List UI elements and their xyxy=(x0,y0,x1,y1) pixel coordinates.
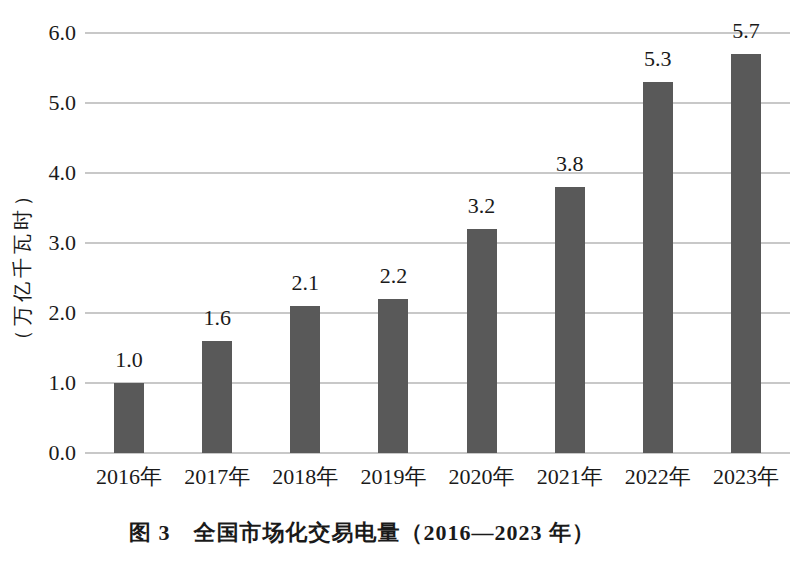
bar-column: 2.12018年 xyxy=(261,33,349,453)
bar-column: 1.02016年 xyxy=(85,33,173,453)
bar-value-label: 1.6 xyxy=(173,306,261,330)
x-tick-label: 2016年 xyxy=(85,462,173,492)
bar-column: 5.72023年 xyxy=(702,33,790,453)
x-tick-label: 2022年 xyxy=(614,462,702,492)
bar-value-label: 3.8 xyxy=(526,152,614,176)
bar xyxy=(467,229,497,453)
bar xyxy=(202,341,232,453)
figure: （万亿千瓦时） 0.01.02.03.04.05.06.0 1.02016年1.… xyxy=(0,0,800,570)
y-axis-ticks: 0.01.02.03.04.05.06.0 xyxy=(0,33,76,453)
y-tick-label: 5.0 xyxy=(0,89,76,117)
x-tick-label: 2020年 xyxy=(438,462,526,492)
bar-column: 5.32022年 xyxy=(614,33,702,453)
x-tick-label: 2017年 xyxy=(173,462,261,492)
x-tick-label: 2019年 xyxy=(349,462,437,492)
y-tick-label: 0.0 xyxy=(0,439,76,467)
bar-column: 1.62017年 xyxy=(173,33,261,453)
bar xyxy=(114,383,144,453)
y-tick-label: 6.0 xyxy=(0,19,76,47)
bar xyxy=(290,306,320,453)
bar-value-label: 2.1 xyxy=(261,271,349,295)
bar-value-label: 2.2 xyxy=(349,264,437,288)
bar-columns: 1.02016年1.62017年2.12018年2.22019年3.22020年… xyxy=(85,33,790,453)
bar-value-label: 5.3 xyxy=(614,47,702,71)
y-tick-label: 3.0 xyxy=(0,229,76,257)
bar-value-label: 1.0 xyxy=(85,348,173,372)
chart-title: 图 3 全国市场化交易电量（2016—2023 年） xyxy=(0,518,762,548)
x-tick-label: 2018年 xyxy=(261,462,349,492)
bar xyxy=(643,82,673,453)
x-tick-label: 2023年 xyxy=(702,462,790,492)
bar-column: 2.22019年 xyxy=(349,33,437,453)
bar-value-label: 3.2 xyxy=(438,194,526,218)
y-tick-label: 1.0 xyxy=(0,369,76,397)
bar xyxy=(378,299,408,453)
y-tick-label: 4.0 xyxy=(0,159,76,187)
bar-column: 3.82021年 xyxy=(526,33,614,453)
y-tick-label: 2.0 xyxy=(0,299,76,327)
bar-value-label: 5.7 xyxy=(702,19,790,43)
bar xyxy=(731,54,761,453)
bar xyxy=(555,187,585,453)
plot-area: 1.02016年1.62017年2.12018年2.22019年3.22020年… xyxy=(85,33,790,453)
x-tick-label: 2021年 xyxy=(526,462,614,492)
bar-column: 3.22020年 xyxy=(438,33,526,453)
